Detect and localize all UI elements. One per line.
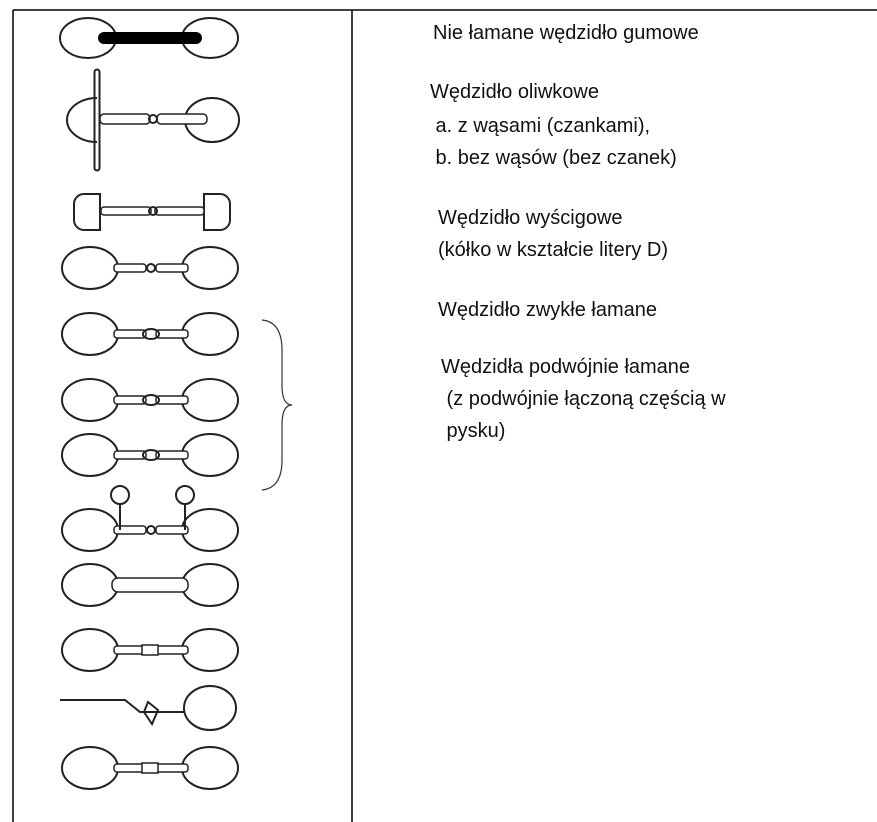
description-line: (kółko w kształcie litery D) <box>438 239 668 261</box>
bit-illustrations <box>59 17 240 790</box>
bit-ring <box>181 746 239 790</box>
bit-ring <box>181 508 239 552</box>
bit-ring <box>61 246 119 290</box>
bit-ring <box>181 628 239 672</box>
description-line: Wędzidło oliwkowe <box>430 81 599 103</box>
descriptions: Nie łamane wędzidło gumowe Wędzidło oliwk… <box>430 22 726 442</box>
bit-ring <box>183 685 237 731</box>
bit-bar <box>113 395 147 405</box>
bit-bar <box>113 525 147 535</box>
bit-bar <box>155 329 189 339</box>
description-line: Wędzidła podwójnie łamane <box>441 356 690 378</box>
bit-link <box>141 762 159 774</box>
bit-ring <box>181 378 239 422</box>
bit-link <box>141 644 159 656</box>
bit-ring <box>61 746 119 790</box>
bit-ring <box>181 433 239 477</box>
bit-bar <box>155 395 189 405</box>
bit-bar <box>155 263 189 273</box>
bit-loop <box>175 485 195 505</box>
bit-link <box>146 263 156 273</box>
table-borders <box>12 9 877 822</box>
bit-bar <box>155 645 189 655</box>
bit-ring <box>181 312 239 356</box>
bit-bar <box>113 645 147 655</box>
bit-ring <box>61 433 119 477</box>
bit-ring <box>61 563 119 607</box>
bit-bar <box>155 450 189 460</box>
bit-bar <box>113 450 147 460</box>
description-line: Wędzidło wyścigowe <box>438 207 623 229</box>
bit-bar <box>113 763 147 773</box>
bit-bar <box>111 577 189 593</box>
bit-ring <box>181 563 239 607</box>
bit-bar <box>155 763 189 773</box>
description-line: (z podwójnie łączoną częścią w <box>441 388 726 410</box>
bit-link <box>142 700 160 727</box>
bit-bar <box>113 263 147 273</box>
bit-ring <box>61 378 119 422</box>
bit-ring <box>61 508 119 552</box>
description-line: Nie łamane wędzidło gumowe <box>433 22 699 44</box>
bit-loop <box>110 485 130 505</box>
bit-bar <box>155 525 189 535</box>
bit-link <box>142 449 160 461</box>
description-line: pysku) <box>441 420 505 442</box>
bit-ring <box>61 312 119 356</box>
bit-link <box>146 525 156 535</box>
bit-bar <box>113 329 147 339</box>
bit-link <box>142 328 160 340</box>
bracket <box>261 319 293 491</box>
bit-ring <box>181 246 239 290</box>
description-line: b. bez wąsów (bez czanek) <box>430 147 677 169</box>
description-line: Wędzidło zwykłe łamane <box>438 299 657 321</box>
bit-link <box>142 394 160 406</box>
bit-bar <box>60 699 185 713</box>
bit-ring <box>61 628 119 672</box>
description-line: a. z wąsami (czankami), <box>430 115 650 137</box>
